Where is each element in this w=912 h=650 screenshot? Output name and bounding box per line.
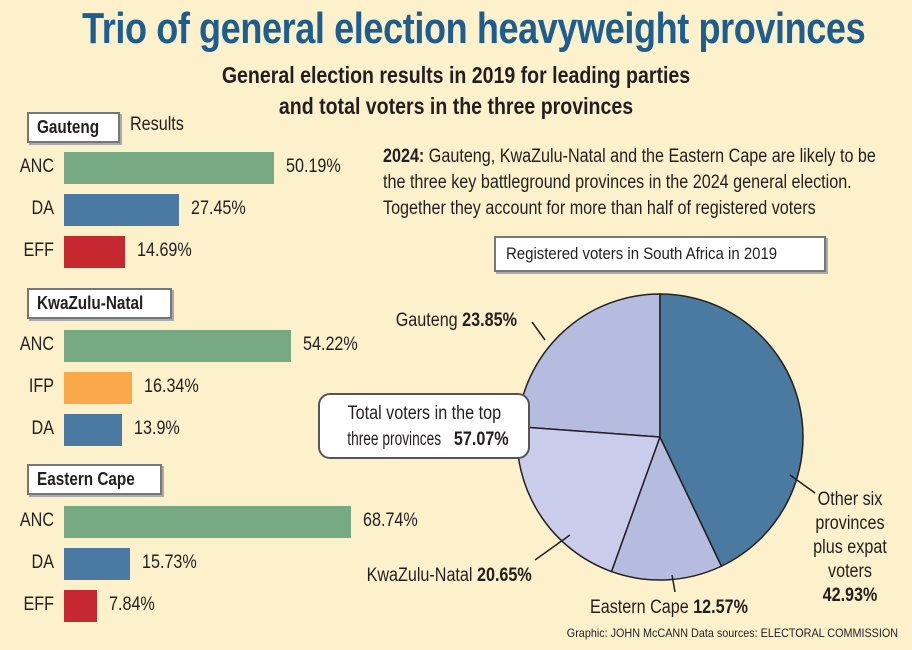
pie-label-gauteng: Gauteng 23.85% [395, 310, 517, 331]
bar-value-label: 16.34% [144, 376, 200, 397]
leader-other [789, 474, 816, 494]
province-tag: Gauteng [27, 112, 121, 143]
credit: Graphic: JOHN McCANN Data sources: ELECT… [566, 626, 898, 640]
bar [64, 414, 123, 446]
note-bold: 2024: [383, 146, 425, 167]
pie-label-other: Other six provinces plus expat voters 42.93% [813, 489, 887, 606]
bar-value-label: 68.74% [363, 510, 419, 531]
results-label: Results [130, 114, 184, 135]
note-line-3: Together they account for more than half… [383, 198, 816, 219]
bar-value-label: 13.9% [134, 418, 180, 439]
leader-gauteng [531, 321, 546, 341]
leader-ec [671, 574, 676, 593]
bar [64, 506, 352, 538]
note-line-1: Gauteng, KwaZulu-Natal and the Eastern C… [424, 146, 876, 167]
bar [64, 548, 130, 580]
note-2024: 2024: Gauteng, KwaZulu-Natal and the Eas… [383, 144, 893, 222]
party-label: DA [31, 198, 54, 219]
party-label: ANC [19, 334, 54, 355]
party-label: ANC [19, 156, 54, 177]
bar [64, 236, 126, 268]
bar-value-label: 54.22% [302, 334, 358, 355]
note-line-2: the three key battleground provinces in … [383, 172, 852, 193]
bar [64, 194, 179, 226]
chart-title: Trio of general election heavyweight pro… [82, 4, 866, 53]
party-label: IFP [28, 376, 54, 397]
party-label: EFF [23, 594, 54, 615]
bar-value-label: 7.84% [108, 594, 155, 615]
bar-value-label: 50.19% [285, 156, 341, 177]
party-label: DA [31, 552, 54, 573]
bar [64, 372, 133, 404]
bar-value-label: 27.45% [190, 198, 246, 219]
pie-slice-gauteng [516, 293, 661, 438]
leader-kzn [534, 534, 571, 561]
pie-title: Registered voters in South Africa in 201… [494, 236, 827, 272]
bar [64, 152, 274, 184]
chart-subtitle-1: General election results in 2019 for lea… [221, 62, 691, 88]
bar [64, 590, 97, 622]
bar-value-label: 14.69% [137, 240, 193, 261]
total-voters-callout: Total voters in the top three provinces … [318, 393, 530, 459]
party-label: ANC [19, 510, 54, 531]
party-label: EFF [23, 240, 54, 261]
pie-slice-other [659, 293, 804, 568]
pie-label-kzn: KwaZulu-Natal 20.65% [366, 565, 532, 586]
bar [64, 330, 291, 362]
bar-value-label: 15.73% [141, 552, 197, 573]
chart-subtitle-2: and total voters in the three provinces [278, 93, 634, 119]
province-tag: KwaZulu-Natal [27, 288, 173, 319]
pie-slice-eastern-cape [610, 435, 723, 581]
pie-label-ec: Eastern Cape 12.57% [589, 597, 748, 618]
party-label: DA [31, 418, 54, 439]
province-tag: Eastern Cape [27, 464, 163, 495]
